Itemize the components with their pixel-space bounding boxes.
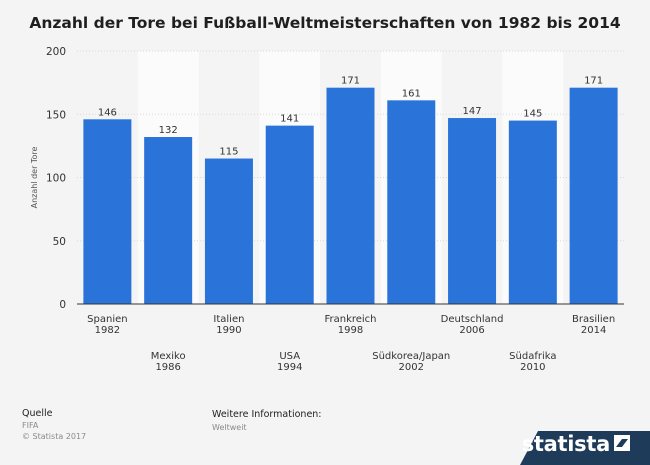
x-tick-label: Mexiko — [151, 351, 186, 362]
y-tick-label: 100 — [46, 173, 66, 185]
x-tick-year: 1986 — [155, 362, 180, 373]
bar[interactable] — [83, 119, 132, 304]
x-tick-label: Deutschland — [441, 314, 504, 325]
info-label: Weitere Informationen: — [212, 409, 322, 420]
value-label: 146 — [98, 107, 117, 118]
value-label: 147 — [463, 106, 482, 117]
bar[interactable] — [569, 87, 618, 304]
x-tick-year: 1998 — [338, 325, 363, 336]
bar[interactable] — [448, 118, 497, 304]
x-tick-label: Spanien — [87, 314, 127, 325]
value-label: 171 — [584, 76, 603, 87]
x-tick-year: 2010 — [520, 362, 545, 373]
logo-text: statista — [521, 432, 611, 456]
y-tick-label: 150 — [46, 109, 66, 121]
x-tick-year: 2002 — [399, 362, 424, 373]
x-tick-label: USA — [279, 351, 300, 362]
value-label: 132 — [159, 125, 178, 136]
y-tick-label: 200 — [46, 46, 66, 58]
value-label: 141 — [280, 114, 299, 125]
source-value: FIFA — [22, 421, 39, 430]
bars — [83, 87, 618, 305]
source-label: Quelle — [22, 408, 53, 419]
x-tick-year: 2006 — [459, 325, 484, 336]
x-tick-label: Italien — [213, 314, 244, 325]
statista-logo[interactable]: statista — [522, 432, 630, 456]
y-axis-ticks: 0 50 100 150 200 — [46, 46, 66, 311]
value-label: 171 — [341, 76, 360, 87]
bar[interactable] — [144, 137, 193, 304]
y-tick-label: 0 — [59, 299, 66, 311]
copyright-text: © Statista 2017 — [22, 432, 87, 441]
value-label: 145 — [523, 109, 542, 120]
x-tick-label: Südkorea/Japan — [372, 351, 450, 362]
bar[interactable] — [387, 100, 436, 305]
x-tick-label: Frankreich — [324, 314, 376, 325]
chart-title: Anzahl der Tore bei Fußball-Weltmeisters… — [29, 14, 621, 32]
x-tick-year: 1994 — [277, 362, 302, 373]
value-label: 161 — [402, 88, 421, 99]
x-tick-label: Südafrika — [509, 351, 556, 362]
x-tick-year: 2014 — [581, 325, 606, 336]
statista-logo-icon — [614, 432, 630, 456]
bar[interactable] — [508, 120, 557, 304]
x-tick-label: Brasilien — [572, 314, 615, 325]
x-tick-year: 1990 — [216, 325, 241, 336]
bar[interactable] — [265, 125, 314, 304]
value-labels: 146 132 115 141 171 161 147 145 171 — [98, 76, 603, 158]
x-tick-year: 1982 — [95, 325, 120, 336]
info-value: Weltweit — [212, 423, 247, 432]
bar[interactable] — [326, 87, 375, 304]
y-axis-label: Anzahl der Tore — [30, 147, 39, 209]
y-tick-label: 50 — [53, 236, 66, 248]
value-label: 115 — [219, 147, 238, 158]
bar[interactable] — [204, 158, 253, 304]
